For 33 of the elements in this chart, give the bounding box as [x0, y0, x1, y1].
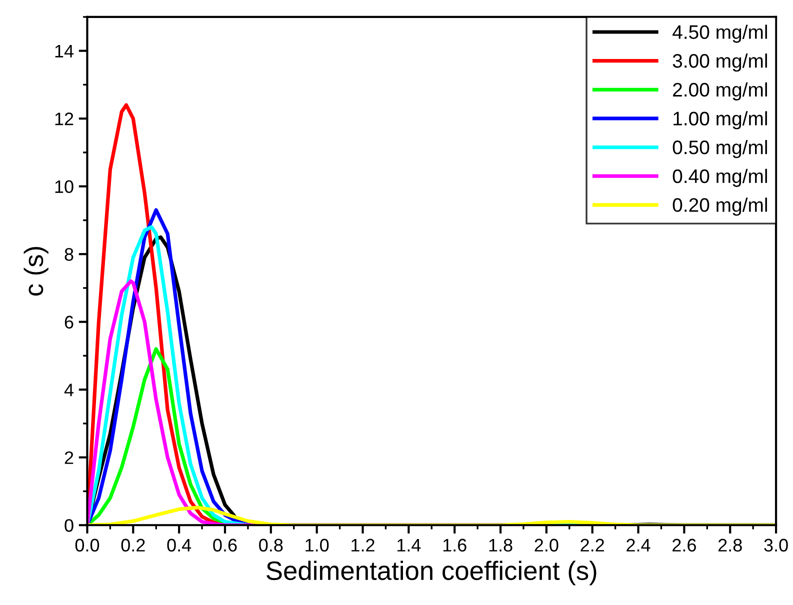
legend-label: 0.50 mg/ml [672, 140, 767, 158]
x-tick-label: 0.0 [75, 538, 100, 552]
y-tick-label: 10 [55, 180, 74, 194]
x-tick-label: 1.2 [352, 538, 374, 552]
legend-label: 0.20 mg/ml [672, 198, 767, 216]
x-tick-label: 2.8 [718, 538, 742, 552]
x-tick-label: 0.4 [167, 538, 192, 552]
x-tick-label: 2.6 [672, 538, 696, 552]
x-tick-label: 0.6 [213, 538, 237, 552]
legend-label: 2.00 mg/ml [673, 82, 767, 100]
y-tick-label: 12 [55, 112, 74, 126]
y-tick-label: 14 [55, 44, 74, 58]
x-tick-label: 1.8 [489, 538, 512, 552]
x-tick-label: 1.4 [398, 538, 421, 552]
x-tick-label: 1.0 [306, 538, 329, 552]
x-tick-label: 1.6 [443, 538, 466, 552]
y-tick-label: 6 [64, 316, 74, 329]
x-tick-label: 2.0 [534, 538, 558, 552]
x-axis-title: Sedimentation coefficient (s) [266, 560, 596, 586]
legend-label: 4.50 mg/ml [672, 24, 767, 43]
x-tick-label: 0.8 [259, 538, 283, 552]
x-tick-label: 2.2 [580, 538, 604, 552]
legend-label: 0.40 mg/ml [672, 168, 767, 187]
y-tick-label: 8 [64, 248, 74, 261]
y-axis-title: c (s) [24, 247, 48, 296]
x-tick-label: 2.4 [626, 538, 650, 552]
legend-label: 3.00 mg/ml [672, 54, 767, 72]
y-tick-label: 4 [64, 384, 74, 396]
x-tick-label: 0.2 [121, 538, 145, 552]
x-tick-label: 3.0 [764, 538, 788, 552]
y-tick-label: 0 [64, 519, 74, 532]
legend-label: 1.00 mg/ml [674, 111, 767, 130]
y-tick-label: 2 [64, 451, 74, 464]
